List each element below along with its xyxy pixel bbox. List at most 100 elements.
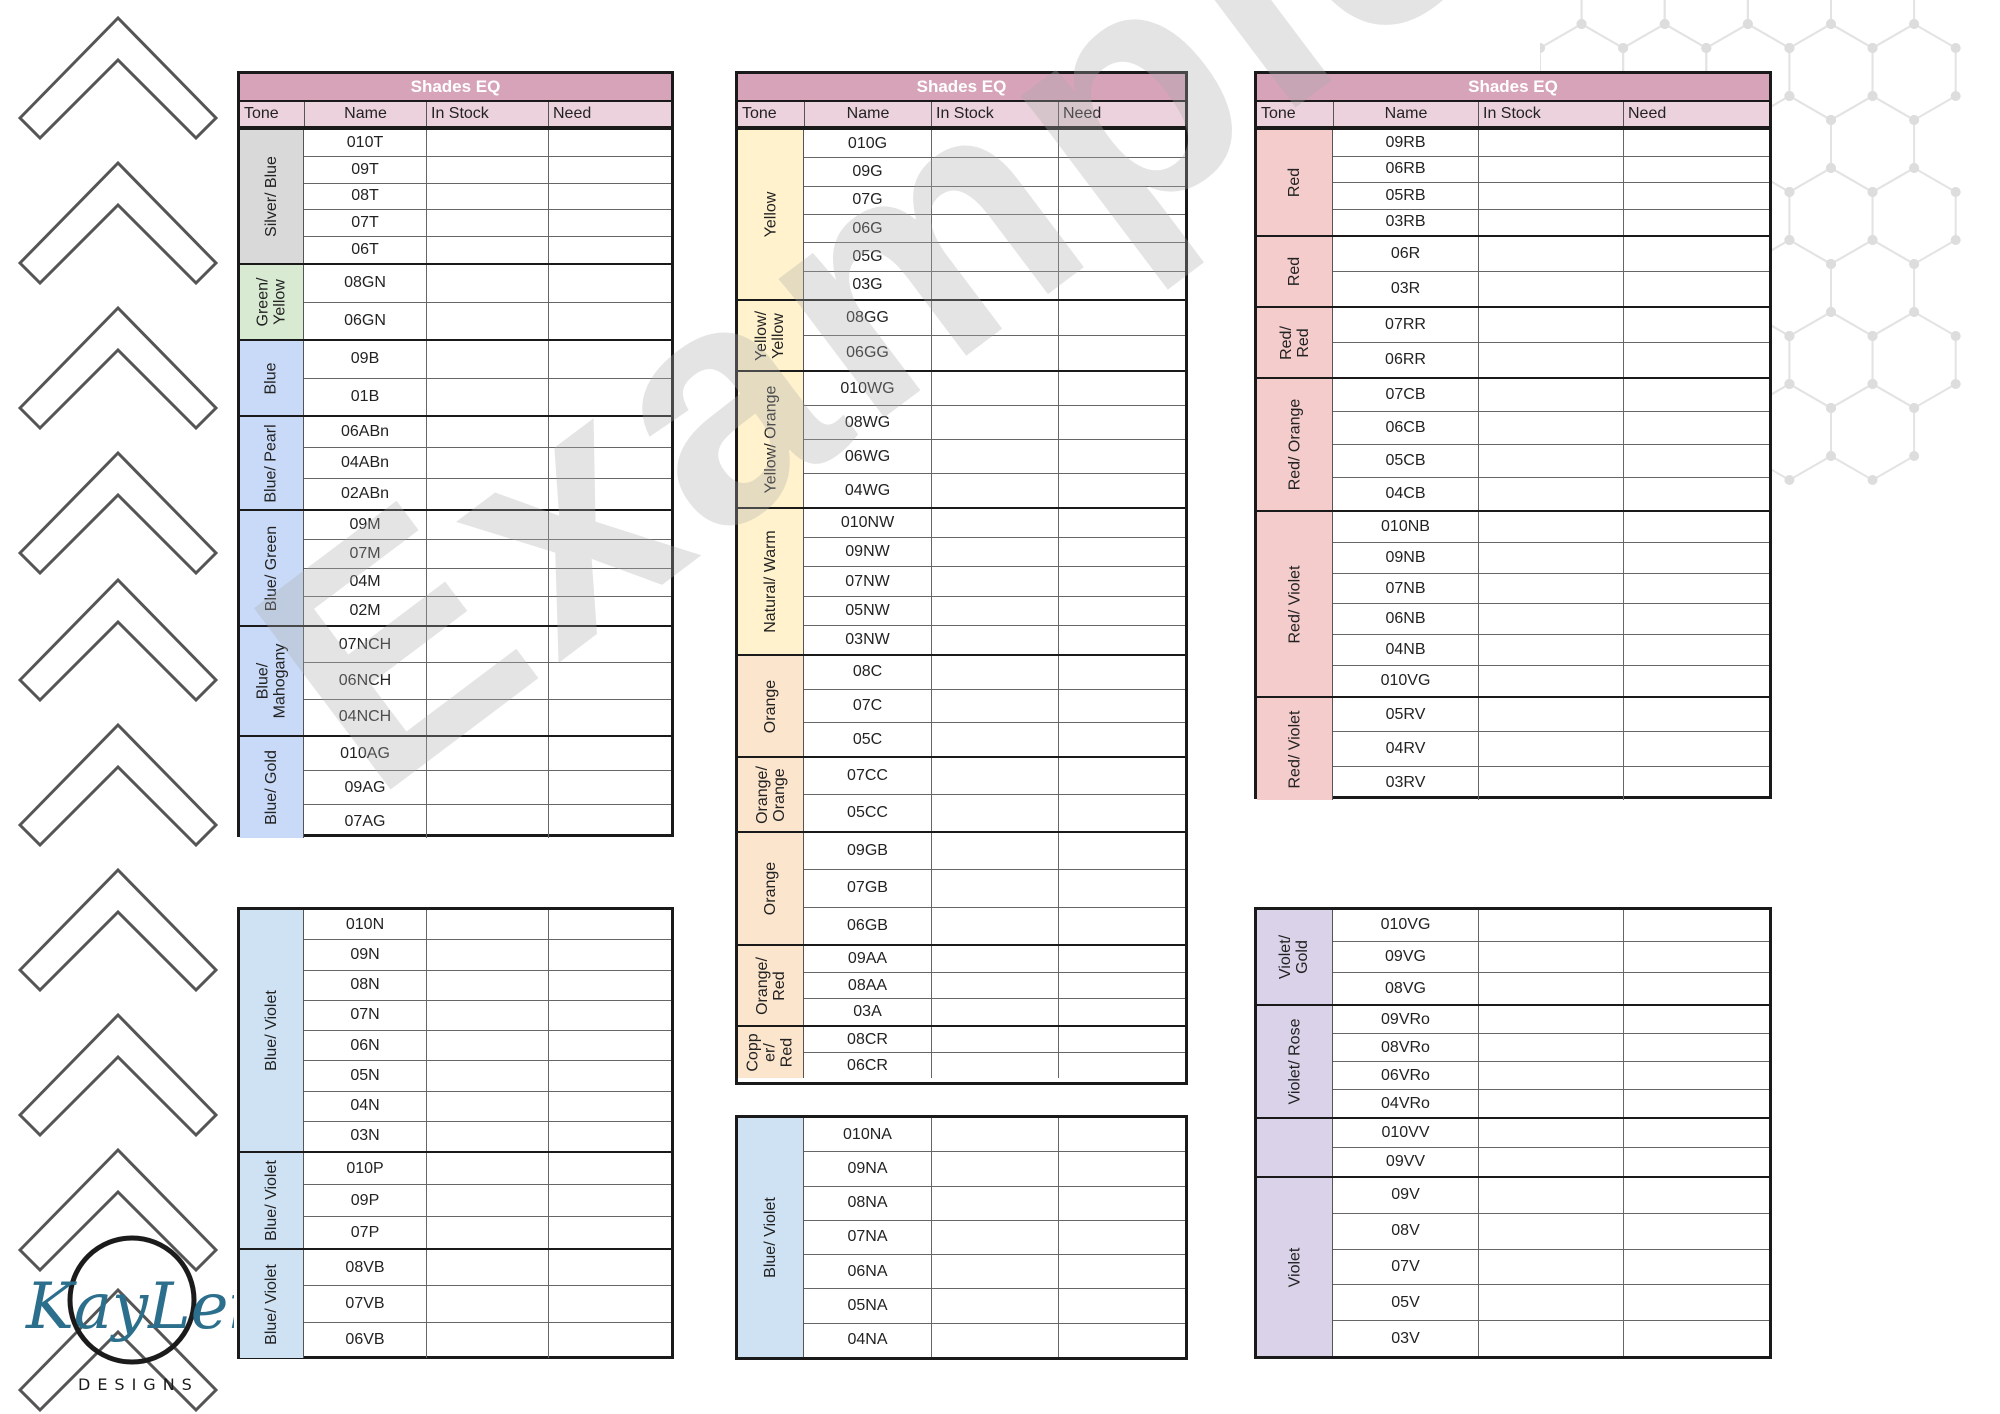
in-stock-cell[interactable] — [931, 538, 1058, 567]
in-stock-cell[interactable] — [931, 656, 1058, 689]
need-cell[interactable] — [1058, 907, 1185, 944]
in-stock-cell[interactable] — [1478, 156, 1623, 182]
in-stock-cell[interactable] — [1478, 343, 1623, 377]
in-stock-cell[interactable] — [426, 1153, 548, 1184]
in-stock-cell[interactable] — [426, 1000, 548, 1030]
need-cell[interactable] — [1058, 946, 1185, 972]
need-cell[interactable] — [1058, 301, 1185, 335]
need-cell[interactable] — [1058, 833, 1185, 870]
in-stock-cell[interactable] — [931, 214, 1058, 243]
need-cell[interactable] — [1058, 336, 1185, 370]
need-cell[interactable] — [1623, 1213, 1769, 1249]
need-cell[interactable] — [1623, 156, 1769, 182]
need-cell[interactable] — [548, 417, 671, 447]
need-cell[interactable] — [548, 511, 671, 539]
need-cell[interactable] — [548, 1061, 671, 1091]
in-stock-cell[interactable] — [931, 440, 1058, 473]
in-stock-cell[interactable] — [931, 567, 1058, 596]
in-stock-cell[interactable] — [931, 1220, 1058, 1255]
need-cell[interactable] — [1623, 183, 1769, 209]
in-stock-cell[interactable] — [426, 237, 548, 263]
in-stock-cell[interactable] — [1478, 1034, 1623, 1061]
in-stock-cell[interactable] — [426, 417, 548, 447]
need-cell[interactable] — [1058, 723, 1185, 757]
in-stock-cell[interactable] — [931, 870, 1058, 907]
need-cell[interactable] — [1058, 1220, 1185, 1255]
in-stock-cell[interactable] — [426, 1031, 548, 1061]
need-cell[interactable] — [548, 341, 671, 378]
in-stock-cell[interactable] — [426, 627, 548, 663]
in-stock-cell[interactable] — [426, 511, 548, 539]
need-cell[interactable] — [548, 805, 671, 838]
in-stock-cell[interactable] — [931, 625, 1058, 655]
need-cell[interactable] — [548, 699, 671, 735]
need-cell[interactable] — [1058, 1289, 1185, 1323]
need-cell[interactable] — [1623, 573, 1769, 604]
need-cell[interactable] — [1058, 1186, 1185, 1220]
need-cell[interactable] — [548, 737, 671, 770]
need-cell[interactable] — [548, 771, 671, 804]
in-stock-cell[interactable] — [931, 1323, 1058, 1357]
in-stock-cell[interactable] — [426, 568, 548, 597]
need-cell[interactable] — [1623, 1321, 1769, 1356]
need-cell[interactable] — [1058, 795, 1185, 831]
in-stock-cell[interactable] — [1478, 766, 1623, 800]
in-stock-cell[interactable] — [1478, 272, 1623, 306]
in-stock-cell[interactable] — [1478, 1090, 1623, 1117]
in-stock-cell[interactable] — [931, 1289, 1058, 1323]
need-cell[interactable] — [1058, 656, 1185, 689]
need-cell[interactable] — [1623, 542, 1769, 573]
need-cell[interactable] — [548, 1000, 671, 1030]
in-stock-cell[interactable] — [1478, 973, 1623, 1005]
need-cell[interactable] — [1623, 1119, 1769, 1147]
in-stock-cell[interactable] — [931, 999, 1058, 1026]
in-stock-cell[interactable] — [426, 448, 548, 478]
need-cell[interactable] — [1623, 209, 1769, 235]
in-stock-cell[interactable] — [426, 1250, 548, 1286]
in-stock-cell[interactable] — [426, 805, 548, 838]
in-stock-cell[interactable] — [1478, 1119, 1623, 1147]
need-cell[interactable] — [548, 970, 671, 1000]
in-stock-cell[interactable] — [1478, 542, 1623, 573]
need-cell[interactable] — [1058, 1118, 1185, 1152]
need-cell[interactable] — [548, 663, 671, 699]
in-stock-cell[interactable] — [931, 1186, 1058, 1220]
in-stock-cell[interactable] — [931, 243, 1058, 271]
in-stock-cell[interactable] — [931, 1027, 1058, 1052]
in-stock-cell[interactable] — [426, 597, 548, 625]
need-cell[interactable] — [548, 156, 671, 183]
in-stock-cell[interactable] — [1478, 604, 1623, 635]
in-stock-cell[interactable] — [426, 1061, 548, 1091]
in-stock-cell[interactable] — [931, 689, 1058, 723]
in-stock-cell[interactable] — [1478, 1006, 1623, 1033]
in-stock-cell[interactable] — [931, 758, 1058, 794]
need-cell[interactable] — [1058, 625, 1185, 655]
need-cell[interactable] — [1623, 1285, 1769, 1321]
in-stock-cell[interactable] — [1478, 698, 1623, 732]
need-cell[interactable] — [1058, 1255, 1185, 1289]
need-cell[interactable] — [1058, 214, 1185, 243]
need-cell[interactable] — [548, 940, 671, 970]
need-cell[interactable] — [1058, 538, 1185, 567]
in-stock-cell[interactable] — [426, 1217, 548, 1248]
in-stock-cell[interactable] — [931, 1118, 1058, 1152]
in-stock-cell[interactable] — [426, 156, 548, 183]
need-cell[interactable] — [548, 378, 671, 415]
need-cell[interactable] — [548, 568, 671, 597]
need-cell[interactable] — [1623, 512, 1769, 542]
in-stock-cell[interactable] — [426, 771, 548, 804]
in-stock-cell[interactable] — [1478, 1213, 1623, 1249]
need-cell[interactable] — [1623, 941, 1769, 973]
in-stock-cell[interactable] — [426, 737, 548, 770]
in-stock-cell[interactable] — [426, 1185, 548, 1216]
need-cell[interactable] — [548, 1250, 671, 1286]
need-cell[interactable] — [548, 1322, 671, 1358]
need-cell[interactable] — [1058, 130, 1185, 158]
in-stock-cell[interactable] — [426, 378, 548, 415]
in-stock-cell[interactable] — [1478, 1148, 1623, 1176]
in-stock-cell[interactable] — [426, 265, 548, 302]
need-cell[interactable] — [1058, 1323, 1185, 1357]
in-stock-cell[interactable] — [931, 130, 1058, 158]
need-cell[interactable] — [1623, 1249, 1769, 1285]
need-cell[interactable] — [1623, 766, 1769, 800]
